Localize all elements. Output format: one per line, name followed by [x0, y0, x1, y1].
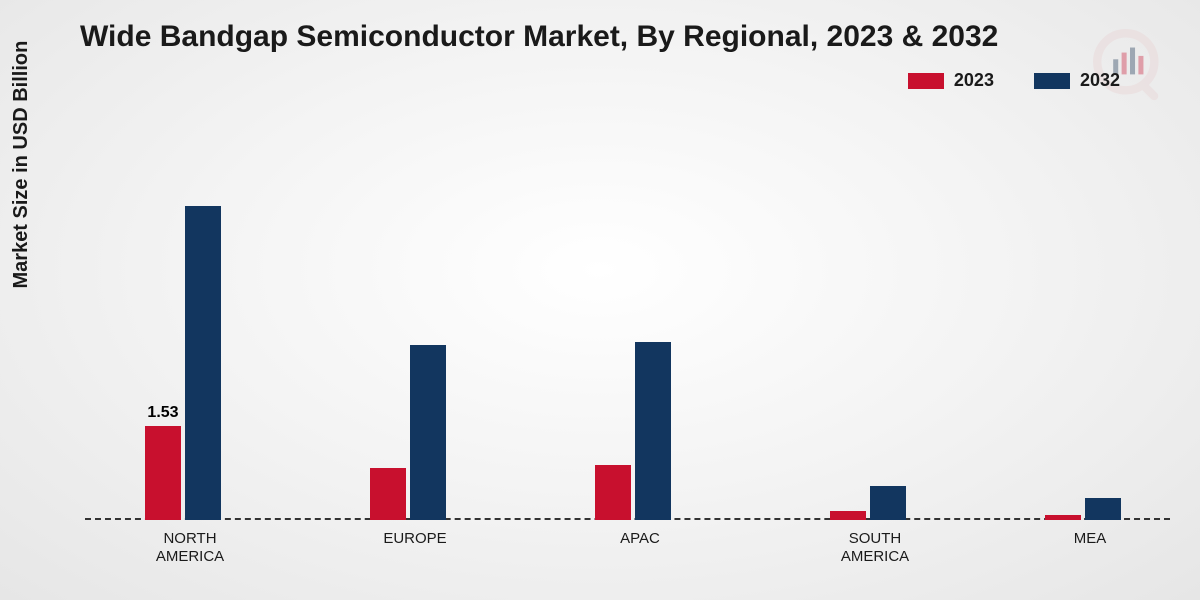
bar-2032 — [410, 345, 446, 520]
x-axis-label: SOUTHAMERICA — [805, 530, 945, 566]
bar-2023: 1.53 — [145, 426, 181, 520]
wm-bar-3 — [1130, 48, 1135, 75]
chart-canvas: Wide Bandgap Semiconductor Market, By Re… — [0, 0, 1200, 600]
x-axis-label: MEA — [1020, 530, 1160, 548]
legend-item-2023: 2023 — [908, 70, 994, 91]
bar-value-label: 1.53 — [147, 404, 178, 422]
bar-2032 — [185, 206, 221, 520]
bar-2032 — [635, 342, 671, 520]
bar-2023 — [830, 511, 866, 520]
x-axis-label: EUROPE — [345, 530, 485, 548]
legend: 2023 2032 — [908, 70, 1120, 91]
plot-area: 1.53 — [85, 120, 1170, 520]
wm-bar-4 — [1138, 56, 1143, 74]
x-axis-labels: NORTHAMERICA EUROPE APAC SOUTHAMERICA MEA — [85, 530, 1170, 570]
watermark-logo-icon — [1088, 24, 1172, 108]
legend-swatch-2032 — [1034, 73, 1070, 89]
x-axis-label: APAC — [570, 530, 710, 548]
bar-2032 — [1085, 498, 1121, 520]
bar-2023 — [595, 465, 631, 520]
bar-2023 — [1045, 515, 1081, 520]
legend-swatch-2023 — [908, 73, 944, 89]
x-axis-label: NORTHAMERICA — [120, 530, 260, 566]
y-axis-label: Market Size in USD Billion — [10, 41, 33, 289]
legend-label-2023: 2023 — [954, 70, 994, 91]
legend-item-2032: 2032 — [1034, 70, 1120, 91]
bar-2032 — [870, 486, 906, 520]
chart-title: Wide Bandgap Semiconductor Market, By Re… — [80, 20, 998, 54]
wm-bar-2 — [1122, 53, 1127, 75]
legend-label-2032: 2032 — [1080, 70, 1120, 91]
bar-2023 — [370, 468, 406, 520]
